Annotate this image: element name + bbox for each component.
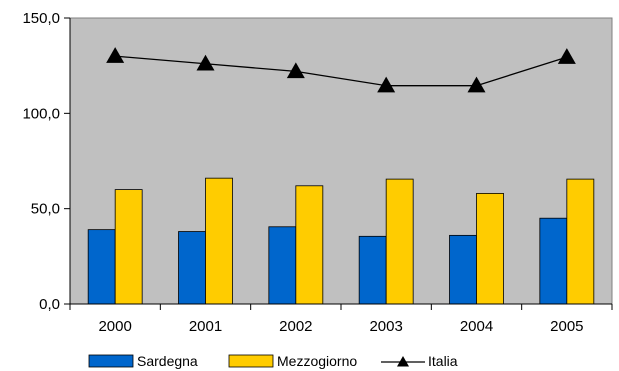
y-tick-label: 0,0 bbox=[39, 296, 60, 313]
bar-mezzogiorno-2005 bbox=[566, 178, 595, 305]
legend-label-sardegna: Sardegna bbox=[137, 353, 198, 369]
y-tick-label: 50,0 bbox=[31, 201, 60, 218]
legend-label-italia: Italia bbox=[428, 353, 458, 369]
marker-italia-2003 bbox=[377, 76, 396, 93]
marker-italia-2005 bbox=[557, 48, 576, 64]
x-tick-label: 2000 bbox=[98, 318, 131, 335]
axes bbox=[69, 18, 612, 305]
legend-swatch-mezzogiorno bbox=[228, 354, 274, 368]
marker-italia-2000 bbox=[106, 47, 125, 63]
bar-mezzogiorno-2004 bbox=[476, 193, 504, 305]
bar-mezzogiorno-2001 bbox=[205, 177, 233, 305]
bar-sardegna-2005 bbox=[539, 217, 568, 305]
line-italia bbox=[115, 55, 568, 87]
bar-sardegna-2002 bbox=[268, 226, 297, 305]
legend-swatch-sardegna bbox=[88, 354, 134, 368]
y-axis-ticks: 0,0 50,0 100,0 150,0 bbox=[22, 10, 70, 313]
marker-italia-2002 bbox=[286, 62, 305, 79]
plot-area-background bbox=[69, 17, 613, 305]
bar-sardegna-2000 bbox=[87, 229, 116, 305]
italia-line-series bbox=[106, 47, 576, 93]
legend-label-mezzogiorno: Mezzogiorno bbox=[277, 353, 357, 369]
bar-mezzogiorno-2002 bbox=[295, 185, 324, 305]
y-tick-label: 100,0 bbox=[22, 105, 60, 122]
bar-mezzogiorno-2000 bbox=[114, 189, 143, 305]
bar-sardegna-2004 bbox=[449, 234, 477, 305]
legend: Sardegna Mezzogiorno Italia bbox=[88, 353, 458, 369]
x-axis-ticks: 2000 2001 2002 2003 2004 2005 bbox=[69, 304, 613, 335]
x-tick-label: 2005 bbox=[550, 318, 583, 335]
x-tick-label: 2004 bbox=[460, 318, 493, 335]
x-tick-label: 2002 bbox=[279, 318, 312, 335]
marker-italia-2001 bbox=[196, 54, 215, 71]
x-tick-label: 2001 bbox=[189, 318, 222, 335]
y-tick-label: 150,0 bbox=[22, 10, 60, 27]
bar-sardegna-2001 bbox=[178, 231, 206, 305]
bar-mezzogiorno-2003 bbox=[385, 178, 414, 305]
bar-sardegna-2003 bbox=[358, 235, 387, 305]
x-tick-label: 2003 bbox=[369, 318, 402, 335]
legend-marker-italia bbox=[397, 356, 409, 367]
bars bbox=[87, 177, 595, 305]
marker-italia-2004 bbox=[467, 76, 486, 93]
